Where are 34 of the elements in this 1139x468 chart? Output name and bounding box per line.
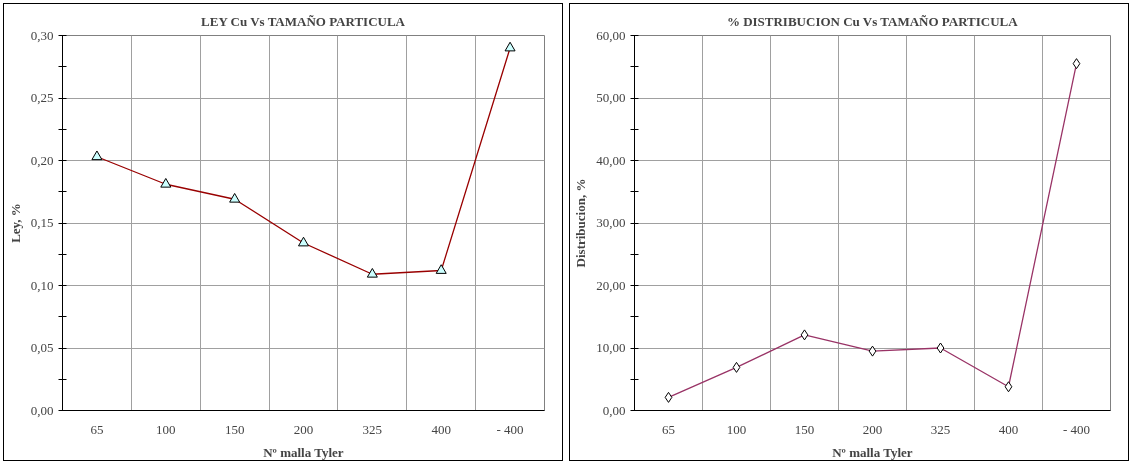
x-tick-label: 65 [90,421,104,437]
y-tick-label: 0,15 [30,215,54,230]
x-tick-label: - 400 [496,421,524,437]
y-tick-label: 0,20 [30,152,54,168]
chart-title: % DISTRIBUCION Cu Vs TAMAÑO PARTICULA [726,13,1019,29]
y-tick-label: 40,00 [596,152,626,168]
x-tick-label: 100 [156,421,176,437]
x-tick-label: 150 [224,421,245,437]
y-tick-label: 0,00 [30,402,54,418]
y-axis-title: Distribucion, % [573,178,589,268]
y-tick-label: 0,05 [30,340,54,355]
y-tick-label: 0,10 [30,277,54,293]
y-tick-label: 30,00 [596,215,626,230]
y-tick-label: 10,00 [596,340,626,355]
y-tick-label: 60,00 [596,27,626,43]
chart-title: LEY Cu Vs TAMAÑO PARTICULA [201,13,406,29]
x-tick-label: 325 [362,421,383,437]
y-tick-label: 0,30 [30,27,54,43]
x-tick-label: 200 [293,421,314,437]
x-tick-label: 325 [930,421,951,437]
x-tick-label: 400 [998,421,1019,437]
x-tick-label: 400 [431,421,451,437]
y-tick-label: 20,00 [596,277,626,293]
x-tick-label: 150 [794,421,815,437]
x-axis-title: Nº malla Tyler [832,444,913,460]
y-tick-label: 0,00 [602,402,626,418]
y-tick-label: 50,00 [596,90,626,105]
x-tick-label: 200 [862,421,883,437]
y-axis-title: Ley, % [7,203,23,243]
x-tick-label: 65 [662,421,675,437]
x-tick-label: - 400 [1062,421,1091,437]
x-tick-label: 100 [726,421,747,437]
y-tick-label: 0,25 [30,90,54,105]
x-axis-title: Nº malla Tyler [263,444,344,460]
